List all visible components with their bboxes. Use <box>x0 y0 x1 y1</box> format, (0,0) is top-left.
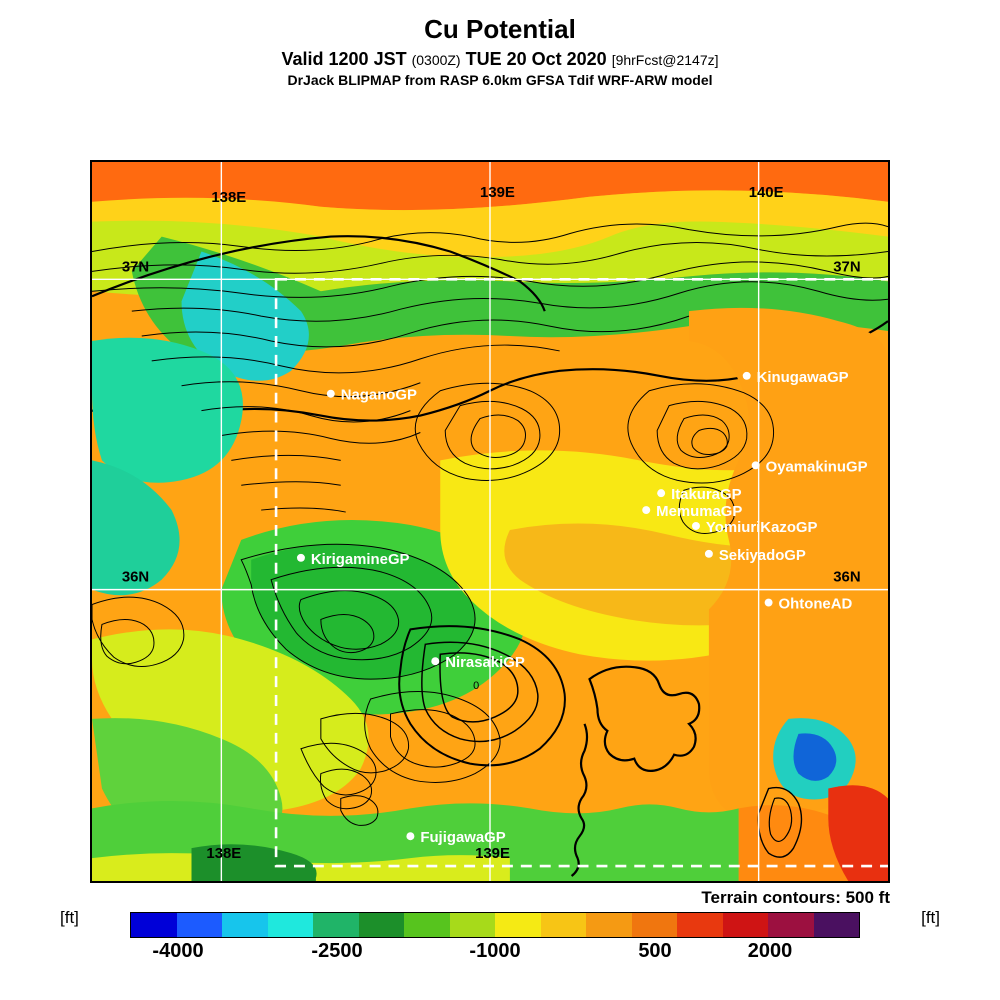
left-axis-label-36N: 36N <box>122 569 149 586</box>
location-label-OyamakinuGP: OyamakinuGP <box>766 458 868 475</box>
right-axis-label-37N: 37N <box>833 258 860 275</box>
valid-time-subtitle: Valid 1200 JST (0300Z) TUE 20 Oct 2020 [… <box>0 49 1000 70</box>
location-marker-ItakuraGP[interactable] <box>657 489 665 497</box>
legend-unit-right: [ft] <box>921 908 940 928</box>
legend-tick-labels: -4000 -2500 -1000 500 2000 <box>130 940 860 966</box>
location-marker-NirasakiGP[interactable] <box>431 657 439 665</box>
location-marker-MemumaGP[interactable] <box>642 506 650 514</box>
root: Cu Potential Valid 1200 JST (0300Z) TUE … <box>0 0 1000 1000</box>
legend-tick-2000: 2000 <box>748 940 793 963</box>
legend-tick--1000: -1000 <box>469 940 520 963</box>
location-label-YomiuriKazoGP: YomiuriKazoGP <box>706 519 818 536</box>
location-marker-FujigawaGP[interactable] <box>406 832 414 840</box>
location-label-NaganoGP: NaganoGP <box>341 387 417 404</box>
location-label-FujigawaGP: FujigawaGP <box>420 829 505 846</box>
top-axis-label-139E: 139E <box>480 184 515 201</box>
legend-tick--2500: -2500 <box>311 940 362 963</box>
location-marker-SekiyadoGP[interactable] <box>705 550 713 558</box>
location-label-MemumaGP: MemumaGP <box>656 503 742 520</box>
location-marker-NaganoGP[interactable] <box>327 390 335 398</box>
legend-tick--4000: -4000 <box>152 940 203 963</box>
location-label-SekiyadoGP: SekiyadoGP <box>719 547 806 564</box>
left-axis-label-37N: 37N <box>122 258 149 275</box>
location-marker-KirigamineGP[interactable] <box>297 554 305 562</box>
right-axis-label-36N: 36N <box>833 569 860 586</box>
model-subtitle: DrJack BLIPMAP from RASP 6.0km GFSA Tdif… <box>0 72 1000 88</box>
location-label-OhtoneAD: OhtoneAD <box>779 596 853 613</box>
location-label-KinugawaGP: KinugawaGP <box>757 369 849 386</box>
terrain-contours-note: Terrain contours: 500 ft <box>701 888 890 908</box>
color-legend: [ft] -4000 -2500 -1000 500 2000 [f <box>60 908 940 968</box>
location-label-NirasakiGP: NirasakiGP <box>445 654 525 671</box>
contour-value-label: 0 <box>473 680 479 692</box>
top-axis-label-140E: 140E <box>749 184 784 201</box>
legend-unit-left: [ft] <box>60 908 79 928</box>
bottom-axis-label-139E: 139E <box>475 845 510 862</box>
location-marker-YomiuriKazoGP[interactable] <box>692 522 700 530</box>
legend-colorbar <box>130 912 860 938</box>
location-marker-KinugawaGP[interactable] <box>743 372 751 380</box>
bottom-axis-label-138E: 138E <box>206 845 241 862</box>
top-axis-label-138E: 138E <box>211 189 246 206</box>
terrain-map: 0 <box>90 160 890 883</box>
terrain-map-svg: 0 <box>92 162 888 881</box>
location-label-ItakuraGP: ItakuraGP <box>671 486 741 503</box>
location-marker-OyamakinuGP[interactable] <box>752 461 760 469</box>
legend-tick-500: 500 <box>638 940 671 963</box>
page-title: Cu Potential <box>0 14 1000 45</box>
title-block: Cu Potential Valid 1200 JST (0300Z) TUE … <box>0 14 1000 88</box>
location-marker-OhtoneAD[interactable] <box>765 599 773 607</box>
location-label-KirigamineGP: KirigamineGP <box>311 551 410 568</box>
